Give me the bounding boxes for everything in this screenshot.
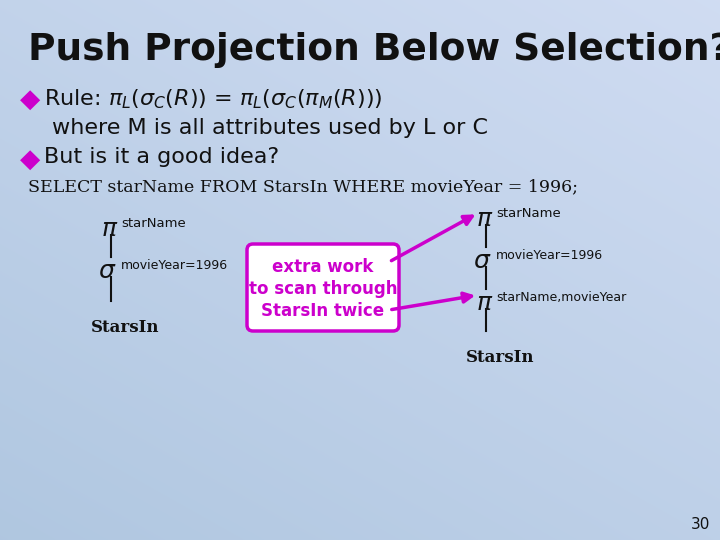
FancyBboxPatch shape xyxy=(247,244,399,331)
Text: starName,movieYear: starName,movieYear xyxy=(496,291,626,304)
Text: movieYear=1996: movieYear=1996 xyxy=(121,259,228,272)
Text: $\sigma$: $\sigma$ xyxy=(98,259,117,283)
Text: $\pi$: $\pi$ xyxy=(476,291,493,315)
Text: where M is all attributes used by L or C: where M is all attributes used by L or C xyxy=(52,118,488,138)
Text: to scan through: to scan through xyxy=(248,280,397,298)
Text: starName: starName xyxy=(121,217,186,230)
Text: extra work: extra work xyxy=(272,258,374,276)
Text: $\pi$: $\pi$ xyxy=(476,207,493,231)
Text: StarsIn: StarsIn xyxy=(466,349,534,366)
Text: ◆: ◆ xyxy=(20,87,40,113)
Text: movieYear=1996: movieYear=1996 xyxy=(496,249,603,262)
Text: $\sigma$: $\sigma$ xyxy=(473,249,492,273)
Text: starName: starName xyxy=(496,207,561,220)
Text: Rule: $\pi_L(\sigma_C(R))$ = $\pi_L(\sigma_C(\pi_M(R)))$: Rule: $\pi_L(\sigma_C(R))$ = $\pi_L(\sig… xyxy=(44,87,382,111)
Text: But is it a good idea?: But is it a good idea? xyxy=(44,147,279,167)
Text: SELECT starName FROM StarsIn WHERE movieYear = 1996;: SELECT starName FROM StarsIn WHERE movie… xyxy=(28,178,578,195)
Text: StarsIn: StarsIn xyxy=(91,319,160,336)
Text: 30: 30 xyxy=(690,517,710,532)
Text: StarsIn twice: StarsIn twice xyxy=(261,302,384,320)
Text: Push Projection Below Selection?: Push Projection Below Selection? xyxy=(28,32,720,68)
Text: ◆: ◆ xyxy=(20,147,40,173)
Text: $\pi$: $\pi$ xyxy=(101,217,118,241)
